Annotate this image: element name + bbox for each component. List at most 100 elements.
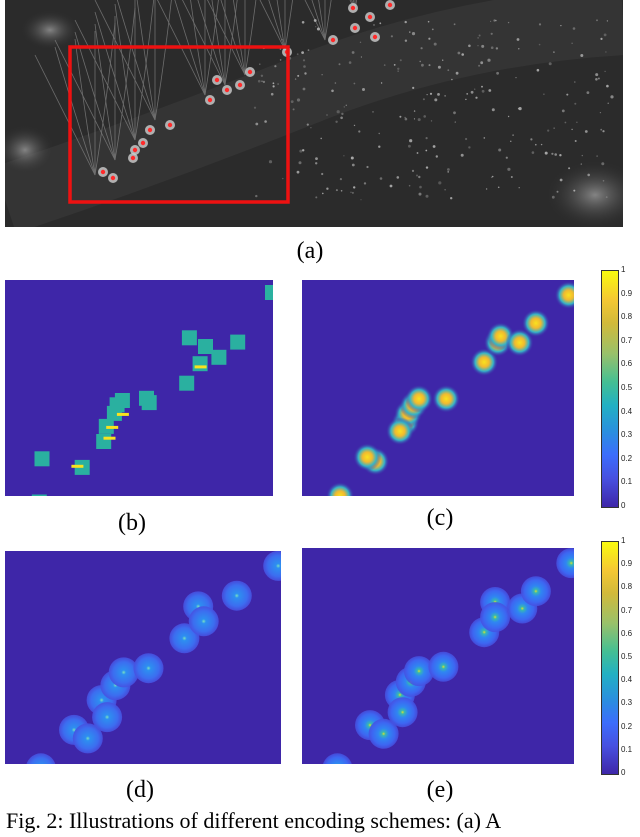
speckle xyxy=(596,19,598,22)
heatmap-b xyxy=(5,280,273,496)
speckle xyxy=(428,37,431,40)
speckle xyxy=(432,145,436,148)
speckle xyxy=(360,199,362,201)
speckle xyxy=(595,73,599,77)
dendrite xyxy=(54,46,96,176)
speckle xyxy=(339,178,342,181)
speckle xyxy=(535,143,537,146)
speckle xyxy=(491,108,495,112)
heatmap-c xyxy=(302,280,574,496)
dendrite xyxy=(94,22,116,176)
speckle xyxy=(480,61,484,65)
colorbar-top-tick: 0.8 xyxy=(621,312,633,322)
speckle xyxy=(353,186,356,189)
speckle xyxy=(581,154,583,157)
encoding-box xyxy=(230,334,246,350)
speckle xyxy=(556,190,559,193)
speckle xyxy=(561,109,565,113)
speckle xyxy=(460,153,464,157)
speckle xyxy=(383,64,386,66)
speckle xyxy=(571,42,573,44)
encoding-disc xyxy=(323,753,352,764)
speckle xyxy=(326,187,329,190)
speckle xyxy=(544,151,548,155)
speckle xyxy=(536,68,540,72)
speckle xyxy=(603,33,607,37)
speckle xyxy=(358,130,361,133)
speckle xyxy=(493,19,496,22)
encoding-box xyxy=(211,349,227,365)
speckle xyxy=(604,70,606,73)
speckle xyxy=(321,74,323,76)
cell-marker xyxy=(100,169,106,175)
dendrite xyxy=(207,0,246,76)
speckle xyxy=(465,137,468,141)
speckle xyxy=(602,130,605,133)
speckle xyxy=(490,32,493,35)
speckle xyxy=(437,93,440,96)
speckle xyxy=(431,28,434,31)
encoding-box xyxy=(179,375,195,391)
dendrite xyxy=(154,0,172,121)
speckle xyxy=(316,27,320,31)
speckle xyxy=(497,186,500,189)
colorbar-top-tick: 0.4 xyxy=(621,406,633,416)
dendrite xyxy=(94,23,116,161)
speckle xyxy=(423,115,427,118)
speckle xyxy=(315,26,317,28)
speckle xyxy=(485,188,488,190)
speckle xyxy=(547,129,550,132)
gaussian-blob xyxy=(385,417,414,446)
colorbar-bottom-tick: 0.2 xyxy=(621,721,633,731)
dendrite xyxy=(74,19,136,141)
speckle xyxy=(348,61,352,64)
speckle xyxy=(505,156,508,159)
speckle xyxy=(490,20,492,22)
encoding-disc xyxy=(92,702,123,733)
dendrite xyxy=(94,0,156,121)
speckle xyxy=(351,51,355,54)
speckle xyxy=(404,39,408,42)
dendrite xyxy=(244,0,257,76)
speckle xyxy=(379,22,382,25)
speckle xyxy=(498,148,502,152)
speckle xyxy=(444,95,446,97)
cell-marker xyxy=(247,69,253,75)
dendrite xyxy=(174,0,206,96)
speckle xyxy=(422,98,425,101)
encoding-box xyxy=(96,434,112,449)
speckle xyxy=(338,63,341,66)
speckle xyxy=(279,59,282,61)
speckle xyxy=(475,96,478,99)
speckle xyxy=(580,163,582,165)
overlap-mark xyxy=(194,365,207,369)
speckle xyxy=(334,82,337,84)
colorbar-top xyxy=(601,270,619,508)
speckle xyxy=(353,82,356,85)
speckle xyxy=(310,127,312,129)
colorbar-top-tick: 0.1 xyxy=(621,477,633,487)
dendrite xyxy=(276,0,286,51)
colorbar-top-tick: 0 xyxy=(621,501,626,510)
cell-marker xyxy=(367,14,373,20)
speckle xyxy=(404,20,407,24)
dendrite xyxy=(114,3,136,141)
caption-e: (e) xyxy=(426,777,454,803)
dendrite xyxy=(318,0,326,41)
speckle xyxy=(340,116,343,120)
speckle xyxy=(559,154,562,157)
speckle xyxy=(553,51,555,53)
speckle xyxy=(359,41,362,43)
speckle xyxy=(413,110,416,112)
speckle xyxy=(531,151,535,154)
microscopy-image xyxy=(5,0,623,227)
speckle xyxy=(530,138,533,141)
speckle xyxy=(404,117,408,121)
dendrite xyxy=(304,0,326,41)
speckle xyxy=(599,112,602,114)
speckle xyxy=(510,140,512,142)
speckle xyxy=(411,169,415,172)
speckle xyxy=(360,56,362,58)
speckle xyxy=(605,196,608,199)
speckle xyxy=(409,31,411,33)
